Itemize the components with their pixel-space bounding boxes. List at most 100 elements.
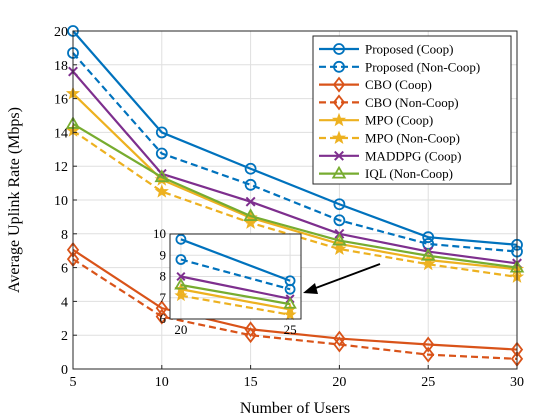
data-point — [422, 231, 435, 244]
data-point — [155, 300, 168, 317]
data-point — [155, 147, 168, 160]
zoom-arrow — [303, 263, 381, 294]
inset-y-tick-label: 7 — [160, 290, 167, 305]
data-point — [245, 196, 256, 207]
inset-data-point — [174, 288, 188, 302]
x-axis-label: Number of Users — [240, 400, 350, 417]
inset-x-tick-label: 20 — [174, 322, 187, 337]
inset-data-point — [283, 296, 297, 309]
inset-series-line — [180, 275, 291, 300]
data-point — [333, 330, 346, 347]
legend-entry: CBO (Non-Coop) — [319, 94, 459, 111]
legend-marker — [333, 60, 345, 73]
data-point — [422, 346, 435, 363]
legend-label: Proposed (Coop) — [365, 42, 453, 57]
y-tick-label: 8 — [61, 228, 68, 243]
inset-series-line — [180, 294, 291, 316]
data-point — [154, 169, 170, 183]
x-tick-label: 20 — [332, 375, 346, 390]
y-axis-label: Average Uplink Rate (Mbps) — [6, 107, 23, 293]
inset-data-point — [284, 283, 296, 295]
y-tick-label: 0 — [61, 363, 68, 378]
legend-label: Proposed (Non-Coop) — [365, 59, 480, 74]
legend-entry: CBO (Coop) — [319, 76, 432, 93]
inset-series-line — [180, 238, 291, 282]
series-3 — [66, 251, 524, 367]
y-tick-label: 4 — [61, 295, 68, 310]
legend-marker — [331, 130, 347, 145]
series-line — [72, 248, 518, 351]
legend-marker — [333, 43, 345, 55]
y-tick-label: 2 — [61, 329, 68, 344]
legend-marker — [332, 94, 346, 111]
series-line — [72, 123, 518, 269]
data-point — [244, 327, 257, 344]
inset-series-line — [180, 288, 291, 311]
legend-marker — [332, 76, 346, 93]
legend: Proposed (Coop) Proposed (Non-Coop) CBO (C… — [312, 35, 512, 185]
legend-entry: IQL (Non-Coop) — [319, 165, 453, 181]
data-point — [155, 126, 168, 139]
y-tick-label: 20 — [54, 25, 68, 40]
data-point — [333, 198, 346, 211]
y-tick-label: 6 — [61, 262, 68, 277]
inset-series-1 — [175, 254, 296, 295]
data-point — [333, 336, 346, 353]
inset-y-tick-label: 9 — [160, 247, 167, 262]
axis-ticks: 5 10 15 20 25 30 0 2 4 6 8 10 12 14 16 18 20 — [54, 25, 524, 390]
inset-data-point — [283, 307, 297, 321]
inset-frame — [169, 233, 302, 320]
legend-box — [312, 35, 512, 185]
legend-label: MPO (Non-Coop) — [365, 131, 460, 146]
data-point — [243, 208, 258, 221]
data-point — [244, 162, 257, 175]
legend-label: CBO (Non-Coop) — [365, 95, 459, 110]
legend-label: IQL (Non-Coop) — [365, 166, 453, 181]
x-tick-label: 25 — [421, 375, 435, 390]
x-tick-label: 10 — [155, 375, 169, 390]
legend-entry: MPO (Non-Coop) — [319, 131, 460, 146]
inset-data-point — [176, 271, 186, 282]
y-tick-label: 10 — [54, 194, 68, 209]
data-point — [244, 178, 257, 191]
legend-entry: Proposed (Coop) — [319, 42, 453, 57]
x-tick-label: 5 — [70, 375, 77, 390]
data-point — [244, 321, 257, 338]
data-point — [332, 232, 347, 246]
legend-marker — [331, 112, 347, 127]
series-line — [72, 70, 518, 265]
inset-series-5 — [174, 288, 297, 321]
legend-entry: MPO (Coop) — [319, 113, 433, 128]
series-line — [72, 52, 518, 253]
legend-marker — [331, 165, 347, 179]
series-line — [72, 258, 518, 360]
legend-marker — [334, 150, 344, 161]
inset-y-tick-label: 6 — [160, 311, 167, 326]
inset-series-7 — [174, 277, 297, 309]
legend-label: CBO (Coop) — [365, 77, 432, 92]
y-tick-label: 12 — [54, 160, 68, 175]
data-point — [155, 308, 168, 325]
y-tick-label: 16 — [54, 93, 68, 108]
inset-y-tick-label: 10 — [153, 226, 166, 241]
data-point — [421, 256, 436, 271]
data-point — [422, 336, 435, 353]
inset-series-line — [180, 283, 291, 306]
legend-entry: Proposed (Non-Coop) — [319, 59, 480, 74]
x-tick-label: 30 — [510, 375, 524, 390]
inset-x-tick-label: 25 — [284, 322, 297, 337]
zoom-inset: 20 25 6 7 8 9 10 — [153, 226, 302, 337]
inset-y-tick-label: 8 — [160, 269, 167, 284]
data-point — [332, 241, 347, 256]
y-tick-label: 18 — [54, 59, 68, 74]
legend-label: MPO (Coop) — [365, 113, 433, 128]
series-line — [72, 30, 518, 246]
inset-series-line — [180, 258, 291, 291]
legend-label: MADDPG (Coop) — [365, 148, 461, 163]
inset-data-point — [174, 277, 188, 290]
y-tick-label: 14 — [54, 126, 68, 141]
x-tick-label: 15 — [244, 375, 258, 390]
series-line — [72, 92, 518, 271]
legend-entry: MADDPG (Coop) — [319, 148, 461, 163]
